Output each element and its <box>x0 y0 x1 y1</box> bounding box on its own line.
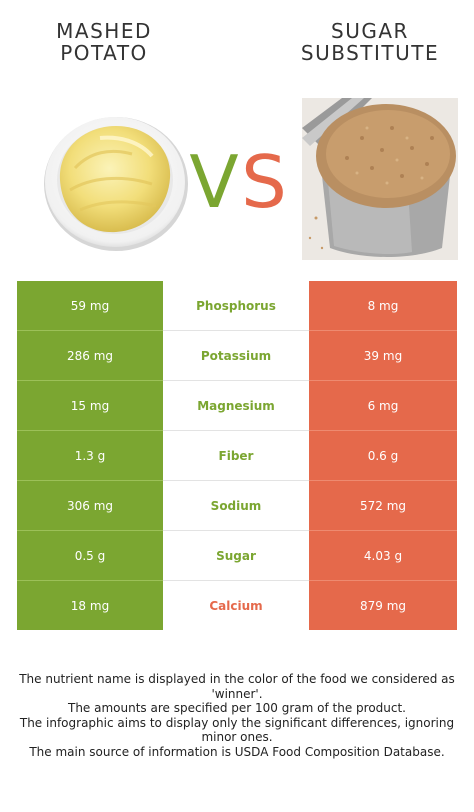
left-value: 0.5 g <box>17 530 163 581</box>
right-value: 4.03 g <box>309 530 457 581</box>
left-value: 59 mg <box>17 281 163 331</box>
footer-notes: The nutrient name is displayed in the co… <box>14 672 460 759</box>
sugar-substitute-image <box>302 98 458 260</box>
footer-line-3: The infographic aims to display only the… <box>19 715 455 745</box>
footer-line-2: The amounts are specified per 100 gram o… <box>67 701 406 715</box>
right-value: 572 mg <box>309 480 457 531</box>
right-food-title-line1: SUGAR <box>331 19 409 43</box>
comparison-row: 306 mg Sodium 572 mg <box>17 480 457 531</box>
nutrient-name: Fiber <box>163 430 309 481</box>
left-food-title-line1: MASHED <box>56 19 152 43</box>
right-value: 879 mg <box>309 580 457 630</box>
footer-line-1: The nutrient name is displayed in the co… <box>19 672 455 701</box>
right-food-title-line2: SUBSTITUTE <box>300 41 440 65</box>
comparison-row: 18 mg Calcium 879 mg <box>17 580 457 630</box>
nutrient-name: Calcium <box>163 580 309 630</box>
left-value: 15 mg <box>17 380 163 431</box>
right-value: 0.6 g <box>309 430 457 481</box>
right-value: 39 mg <box>309 330 457 381</box>
vs-logo: V S <box>190 140 287 223</box>
comparison-row: 1.3 g Fiber 0.6 g <box>17 430 457 481</box>
nutrient-name: Sugar <box>163 530 309 581</box>
right-food-title: SUGAR SUBSTITUTE <box>290 20 450 64</box>
comparison-row: 0.5 g Sugar 4.03 g <box>17 530 457 581</box>
comparison-table: 59 mg Phosphorus 8 mg 286 mg Potassium 39 mg 1… <box>17 281 457 630</box>
nutrient-name: Sodium <box>163 480 309 531</box>
left-food-title-line2: POTATO <box>60 41 148 65</box>
left-value: 1.3 g <box>17 430 163 481</box>
nutrient-name: Phosphorus <box>163 281 309 331</box>
footer-line-4: The main source of information is USDA F… <box>29 744 445 759</box>
mashed-potato-image <box>44 117 188 251</box>
vs-s-letter: S <box>241 140 287 223</box>
nutrient-name: Magnesium <box>163 380 309 431</box>
left-value: 18 mg <box>17 580 163 630</box>
left-value: 306 mg <box>17 480 163 531</box>
right-value: 8 mg <box>309 281 457 331</box>
nutrient-name: Potassium <box>163 330 309 381</box>
right-value: 6 mg <box>309 380 457 431</box>
left-food-title: MASHED POTATO <box>24 20 184 64</box>
left-value: 286 mg <box>17 330 163 381</box>
vs-v-letter: V <box>190 140 239 223</box>
comparison-row: 15 mg Magnesium 6 mg <box>17 380 457 431</box>
comparison-row: 286 mg Potassium 39 mg <box>17 330 457 381</box>
comparison-row: 59 mg Phosphorus 8 mg <box>17 281 457 331</box>
